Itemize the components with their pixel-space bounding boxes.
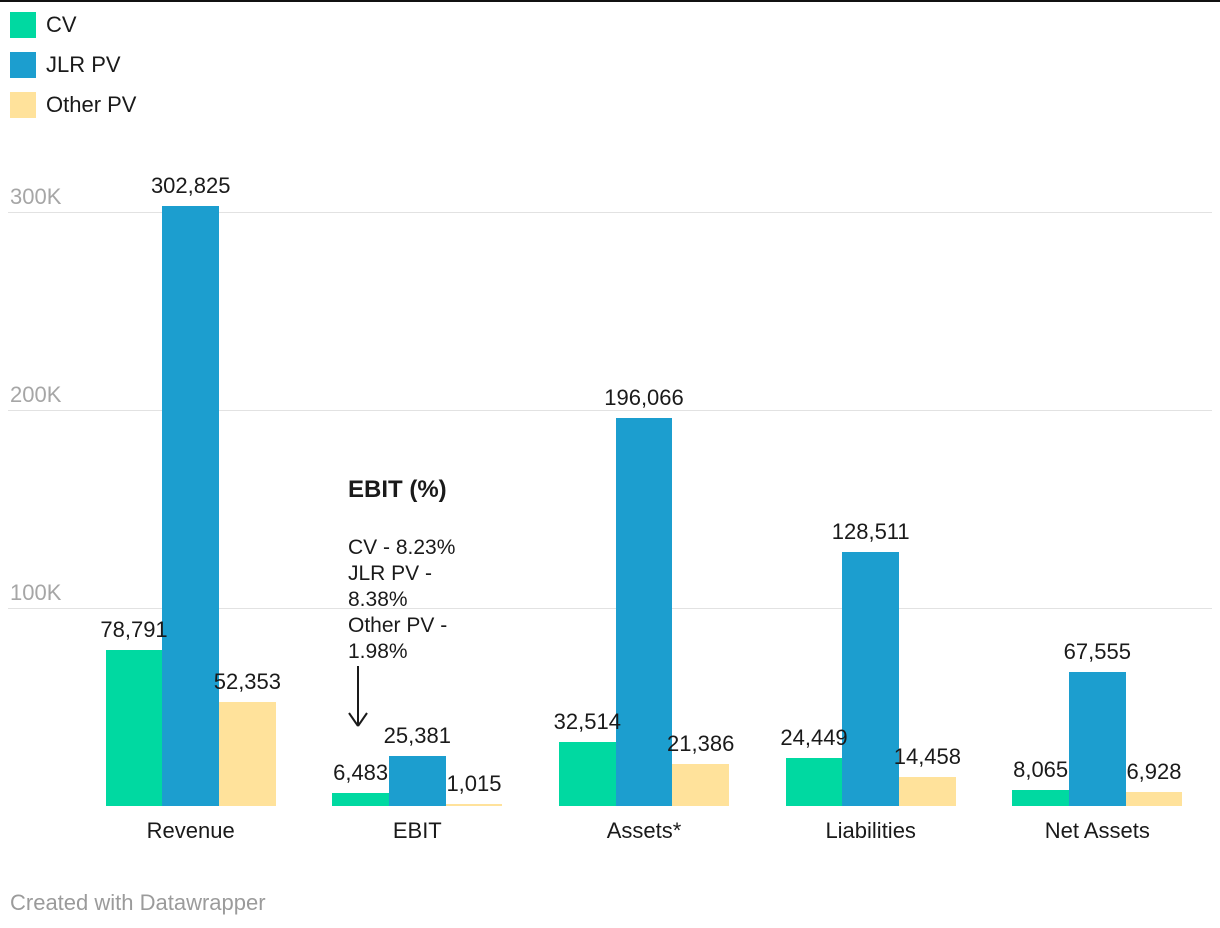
bar-cv-revenue	[105, 649, 163, 806]
x-axis-label: Net Assets	[1044, 818, 1150, 843]
gridline	[8, 212, 1212, 213]
footer-credit: Created with Datawrapper	[10, 890, 266, 915]
value-label: 32,514	[553, 708, 621, 734]
value-label: 128,511	[831, 518, 910, 544]
value-label: 14,458	[893, 744, 962, 770]
y-axis-tick-label: 300K	[10, 184, 62, 209]
legend-label: Other PV	[46, 92, 137, 117]
bar-cv-assets-	[559, 741, 616, 806]
x-axis-label: Liabilities	[825, 818, 916, 843]
annotation-title: EBIT (%)	[348, 476, 447, 503]
bar-other-pv-assets-	[672, 763, 729, 806]
annotation-line: 8.38%	[348, 588, 408, 611]
x-axis-line	[0, 0, 1220, 2]
legend-item: CV	[10, 12, 136, 38]
value-label: 6,928	[1126, 759, 1182, 785]
value-label: 52,353	[213, 669, 282, 695]
annotation-line: CV - 8.23%	[348, 536, 456, 559]
annotation-line: JLR PV -	[348, 562, 433, 585]
value-label: 67,555	[1063, 639, 1131, 665]
ebit-annotation: EBIT (%) CV - 8.23% JLR PV - 8.38% Other PV…	[348, 476, 455, 727]
y-axis-tick-label: 200K	[10, 382, 62, 407]
legend-item: JLR PV	[10, 52, 136, 78]
down-arrow-icon	[348, 666, 368, 727]
bar-other-pv-liabilities	[899, 777, 956, 806]
gridline	[8, 608, 1212, 609]
x-axis-label: EBIT	[392, 818, 442, 843]
x-axis-label: Assets*	[606, 818, 682, 843]
legend-label: CV	[46, 12, 77, 37]
legend-item: Other PV	[10, 92, 136, 118]
legend: CV JLR PV Other PV	[10, 12, 136, 132]
value-label: 1,015	[446, 770, 502, 796]
y-axis-tick-label: 100K	[10, 580, 62, 605]
bar-jlr-pv-liabilities	[842, 551, 900, 806]
value-label: 78,791	[100, 616, 168, 642]
value-label: 8,065	[1013, 757, 1069, 783]
legend-swatch-icon	[10, 92, 36, 118]
value-label: 6,483	[333, 760, 389, 786]
value-label: 25,381	[383, 722, 451, 748]
bar-cv-liabilities	[785, 757, 843, 806]
annotation-line: 1.98%	[348, 640, 408, 663]
value-label: 24,449	[780, 724, 848, 750]
x-axis-label: Revenue	[146, 818, 235, 843]
bar-jlr-pv-revenue	[162, 206, 220, 806]
annotation-line: Other PV -	[348, 614, 448, 637]
gridline	[8, 410, 1212, 411]
value-label: 196,066	[604, 384, 684, 410]
bar-other-pv-net-assets	[1125, 792, 1183, 806]
bar-cv-net-assets	[1012, 790, 1069, 806]
legend-swatch-icon	[10, 12, 36, 38]
annotation-text: CV - 8.23% JLR PV - 8.38% Other PV - 1.98%	[348, 535, 488, 665]
bar-cv-ebit	[332, 793, 389, 806]
legend-swatch-icon	[10, 52, 36, 78]
value-label: 302,825	[150, 173, 231, 199]
bar-other-pv-revenue	[219, 702, 276, 806]
legend-label: JLR PV	[46, 52, 121, 77]
bar-jlr-pv-ebit	[388, 755, 446, 806]
bar-other-pv-ebit	[445, 803, 503, 806]
value-label: 21,386	[667, 730, 735, 756]
bar-jlr-pv-assets-	[615, 417, 673, 806]
bar-jlr-pv-net-assets	[1068, 672, 1126, 806]
